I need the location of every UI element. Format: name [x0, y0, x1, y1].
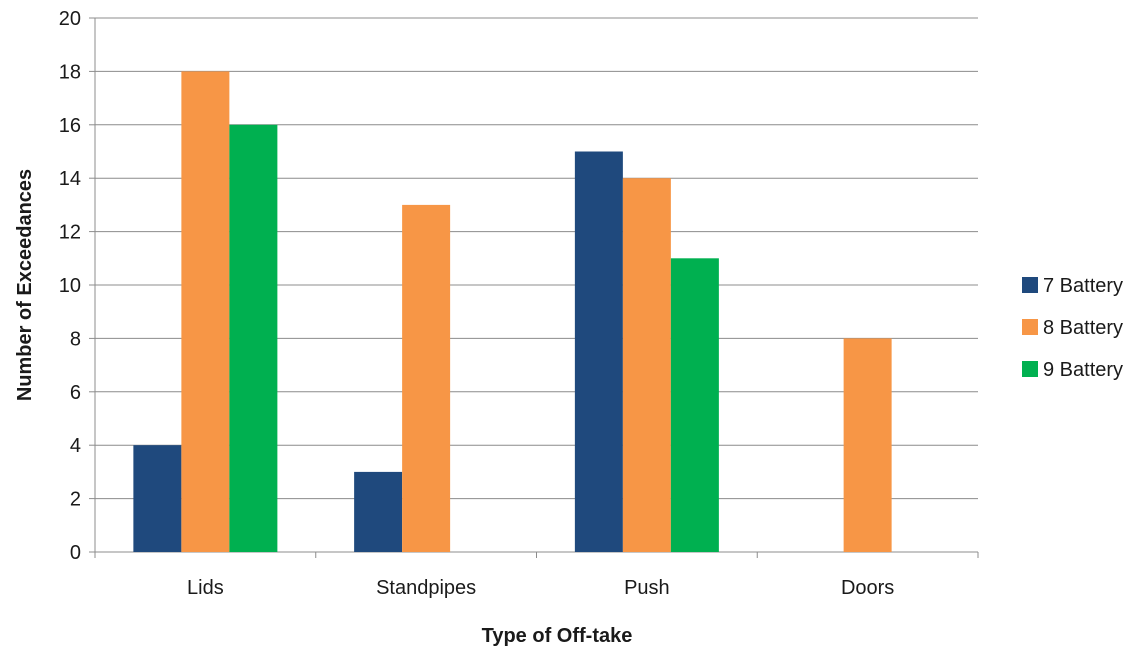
- y-tick-label: 12: [59, 222, 81, 244]
- y-tick-label: 20: [59, 8, 81, 30]
- bar-7-battery-push: [574, 151, 623, 552]
- legend-label: 7 Battery: [1043, 275, 1123, 297]
- bar-9-battery-push: [670, 258, 719, 552]
- y-tick-label: 10: [59, 275, 81, 297]
- bar-7-battery-lids: [133, 445, 182, 552]
- bar-7-battery-standpipes: [354, 471, 403, 552]
- bar-8-battery-lids: [181, 71, 230, 553]
- axes: 0 2 4 6 8 10 12 14 16 18 20 Lids Standpipes Push Doors: [59, 8, 979, 599]
- bar-8-battery-doors: [843, 338, 892, 552]
- y-axis-title: Number of Exceedances: [14, 169, 36, 401]
- bar-9-battery-lids: [229, 124, 278, 553]
- x-tick-label: Doors: [841, 577, 894, 599]
- y-tick-label: 0: [70, 542, 81, 564]
- legend-swatch: [1022, 277, 1038, 293]
- bar-8-battery-push: [622, 178, 671, 552]
- legend-item-9-battery: 9 Battery: [1022, 359, 1123, 381]
- bar-8-battery-standpipes: [402, 204, 451, 552]
- legend-label: 9 Battery: [1043, 359, 1123, 381]
- y-tick-label: 2: [70, 489, 81, 511]
- x-tick-label: Push: [624, 577, 670, 599]
- y-tick-label: 14: [59, 168, 81, 190]
- y-tick-label: 18: [59, 61, 81, 83]
- y-tick-label: 16: [59, 115, 81, 137]
- x-tick-label: Lids: [187, 577, 224, 599]
- y-tick-label: 4: [70, 435, 81, 457]
- legend-item-8-battery: 8 Battery: [1022, 317, 1123, 339]
- legend-swatch: [1022, 361, 1038, 377]
- y-tick-label: 6: [70, 382, 81, 404]
- legend-label: 8 Battery: [1043, 317, 1123, 339]
- x-axis-title: Type of Off-take: [482, 625, 633, 647]
- x-tick-label: Standpipes: [376, 577, 476, 599]
- legend-swatch: [1022, 319, 1038, 335]
- legend: 7 Battery 8 Battery 9 Battery: [1022, 275, 1123, 381]
- legend-item-7-battery: 7 Battery: [1022, 275, 1123, 297]
- bars: [133, 71, 892, 553]
- y-tick-label: 8: [70, 328, 81, 350]
